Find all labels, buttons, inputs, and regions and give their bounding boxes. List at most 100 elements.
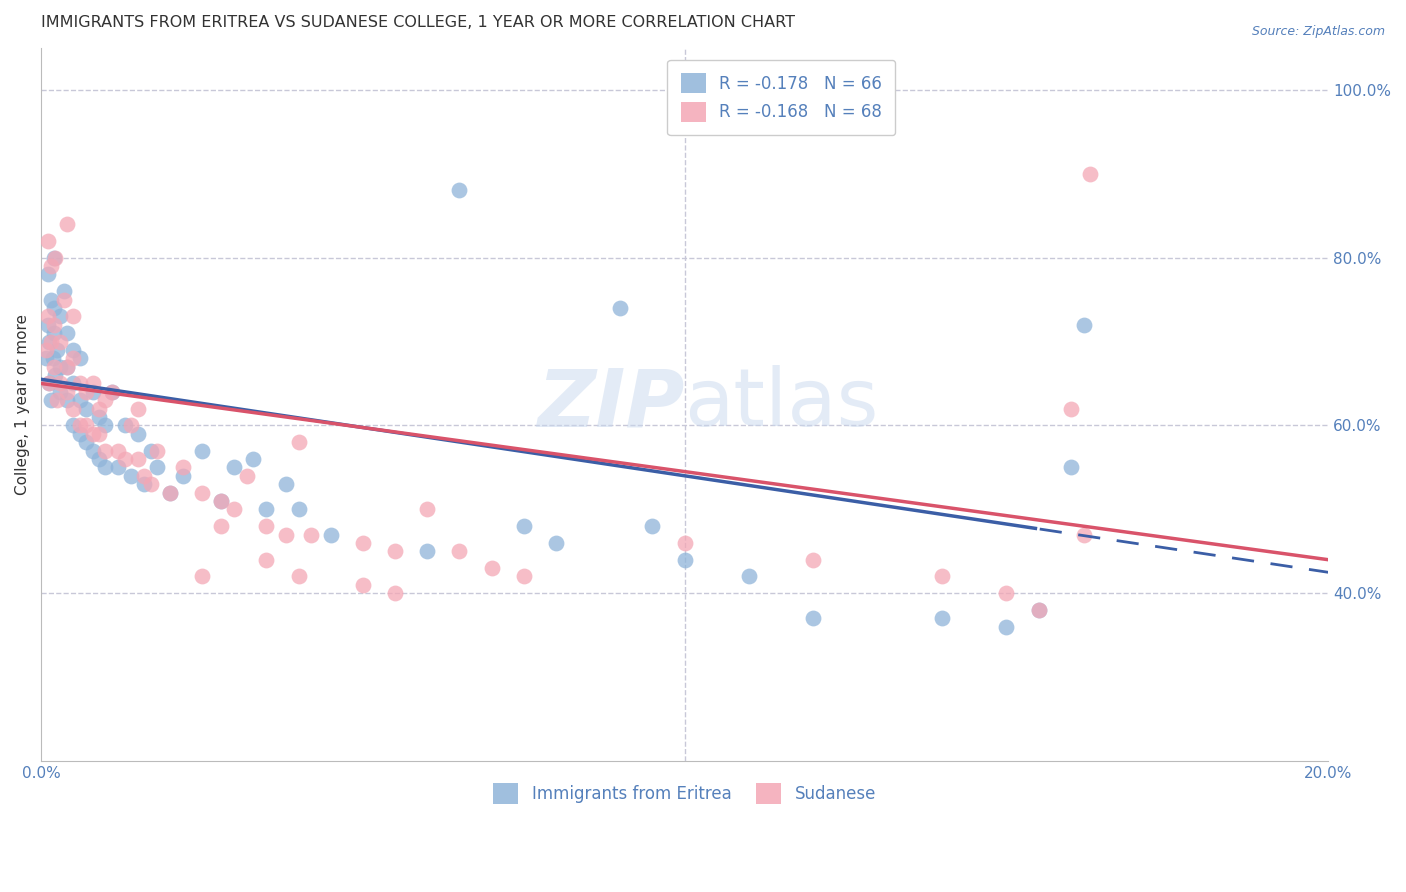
Point xyxy=(274,527,297,541)
Point xyxy=(87,401,110,416)
Point xyxy=(609,301,631,315)
Point xyxy=(127,401,149,416)
Point xyxy=(107,443,129,458)
Point xyxy=(94,393,117,408)
Point xyxy=(87,410,110,425)
Point xyxy=(120,468,142,483)
Point xyxy=(75,401,97,416)
Point xyxy=(69,426,91,441)
Point xyxy=(287,569,309,583)
Point xyxy=(352,578,374,592)
Point xyxy=(801,552,824,566)
Point xyxy=(159,485,181,500)
Point xyxy=(82,376,104,391)
Point xyxy=(513,519,536,533)
Text: ZIP: ZIP xyxy=(537,366,685,443)
Point xyxy=(42,318,65,332)
Point xyxy=(75,435,97,450)
Point xyxy=(481,561,503,575)
Point xyxy=(56,393,79,408)
Point xyxy=(191,569,214,583)
Point xyxy=(52,284,75,298)
Point xyxy=(139,443,162,458)
Point xyxy=(44,251,66,265)
Point xyxy=(75,384,97,399)
Point xyxy=(254,519,277,533)
Point xyxy=(42,301,65,315)
Point xyxy=(42,359,65,374)
Point xyxy=(673,536,696,550)
Point xyxy=(56,384,79,399)
Point xyxy=(287,502,309,516)
Point xyxy=(46,393,69,408)
Point xyxy=(49,334,72,349)
Point xyxy=(449,184,471,198)
Point xyxy=(94,460,117,475)
Point xyxy=(62,343,84,357)
Point xyxy=(41,351,63,366)
Point xyxy=(37,234,59,248)
Point xyxy=(242,452,264,467)
Point xyxy=(931,611,953,625)
Point xyxy=(82,443,104,458)
Point xyxy=(39,334,62,349)
Point xyxy=(114,452,136,467)
Point xyxy=(287,435,309,450)
Point xyxy=(56,326,79,340)
Text: IMMIGRANTS FROM ERITREA VS SUDANESE COLLEGE, 1 YEAR OR MORE CORRELATION CHART: IMMIGRANTS FROM ERITREA VS SUDANESE COLL… xyxy=(41,15,796,30)
Point xyxy=(1073,527,1095,541)
Point xyxy=(209,494,232,508)
Point xyxy=(82,384,104,399)
Point xyxy=(641,519,664,533)
Point xyxy=(37,268,59,282)
Point xyxy=(319,527,342,541)
Point xyxy=(1028,603,1050,617)
Point xyxy=(384,586,406,600)
Point xyxy=(62,418,84,433)
Point xyxy=(49,384,72,399)
Point xyxy=(1060,460,1083,475)
Text: Source: ZipAtlas.com: Source: ZipAtlas.com xyxy=(1251,25,1385,38)
Point xyxy=(69,351,91,366)
Point xyxy=(39,393,62,408)
Point xyxy=(127,426,149,441)
Point xyxy=(62,351,84,366)
Point xyxy=(120,418,142,433)
Legend: Immigrants from Eritrea, Sudanese: Immigrants from Eritrea, Sudanese xyxy=(479,770,890,817)
Point xyxy=(46,343,69,357)
Point xyxy=(39,293,62,307)
Point xyxy=(931,569,953,583)
Point xyxy=(274,477,297,491)
Point xyxy=(101,384,124,399)
Point xyxy=(87,452,110,467)
Point xyxy=(56,359,79,374)
Point xyxy=(544,536,567,550)
Point xyxy=(159,485,181,500)
Point xyxy=(191,443,214,458)
Point xyxy=(56,217,79,231)
Point xyxy=(49,359,72,374)
Point xyxy=(416,544,439,558)
Point xyxy=(52,293,75,307)
Point xyxy=(94,418,117,433)
Point xyxy=(107,460,129,475)
Point xyxy=(236,468,259,483)
Point xyxy=(69,393,91,408)
Point xyxy=(299,527,322,541)
Point xyxy=(172,460,194,475)
Point xyxy=(146,443,169,458)
Point xyxy=(254,502,277,516)
Point xyxy=(172,468,194,483)
Point xyxy=(224,502,246,516)
Point xyxy=(139,477,162,491)
Point xyxy=(146,460,169,475)
Point xyxy=(38,376,60,391)
Point xyxy=(56,359,79,374)
Point xyxy=(82,426,104,441)
Point xyxy=(35,351,58,366)
Point xyxy=(44,368,66,383)
Point xyxy=(38,334,60,349)
Point xyxy=(254,552,277,566)
Point xyxy=(995,586,1018,600)
Point xyxy=(416,502,439,516)
